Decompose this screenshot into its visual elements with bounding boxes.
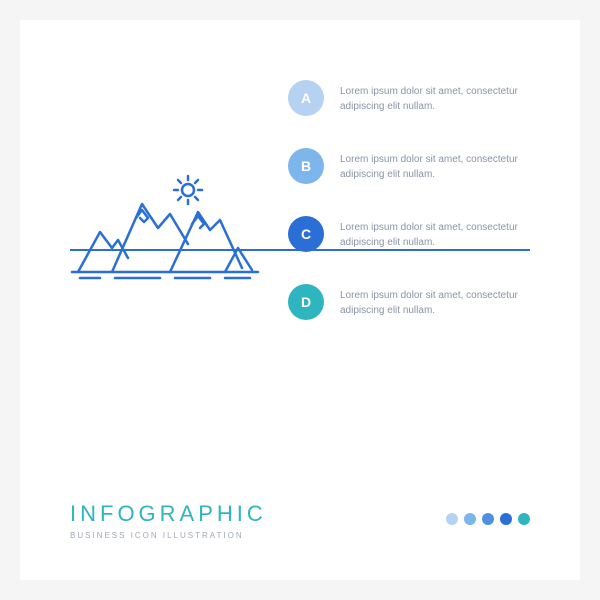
bullet-d: D <box>288 284 324 320</box>
bullet-c: C <box>288 216 324 252</box>
infographic-card: A Lorem ipsum dolor sit amet, consectetu… <box>20 20 580 580</box>
dot <box>464 513 476 525</box>
mountain-icon <box>70 170 260 295</box>
main-area: A Lorem ipsum dolor sit amet, consectetu… <box>70 60 530 420</box>
bullet-b: B <box>288 148 324 184</box>
list-item: D Lorem ipsum dolor sit amet, consectetu… <box>288 284 530 320</box>
footer: INFOGRAPHIC BUSINESS ICON ILLUSTRATION <box>70 501 530 540</box>
list-item: C Lorem ipsum dolor sit amet, consectetu… <box>288 216 530 252</box>
item-text: Lorem ipsum dolor sit amet, consectetur … <box>340 80 530 114</box>
item-text: Lorem ipsum dolor sit amet, consectetur … <box>340 216 530 250</box>
item-text: Lorem ipsum dolor sit amet, consectetur … <box>340 148 530 182</box>
item-list: A Lorem ipsum dolor sit amet, consectetu… <box>288 80 530 352</box>
list-item: A Lorem ipsum dolor sit amet, consectetu… <box>288 80 530 116</box>
footer-subtitle: BUSINESS ICON ILLUSTRATION <box>70 531 530 540</box>
dot <box>518 513 530 525</box>
dot <box>500 513 512 525</box>
bullet-a: A <box>288 80 324 116</box>
item-text: Lorem ipsum dolor sit amet, consectetur … <box>340 284 530 318</box>
list-item: B Lorem ipsum dolor sit amet, consectetu… <box>288 148 530 184</box>
dot <box>482 513 494 525</box>
dot-row <box>446 513 530 525</box>
dot <box>446 513 458 525</box>
